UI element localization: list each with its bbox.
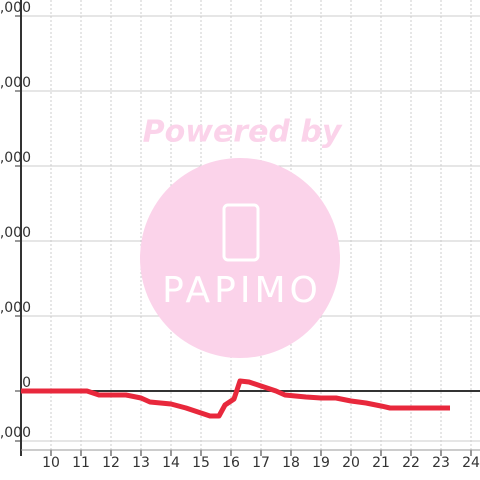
y-tick-label: 60,000 [0, 225, 31, 241]
x-tick-label: 22 [402, 455, 420, 471]
y-tick-label: 30,000 [0, 300, 31, 316]
x-tick-label: 23 [432, 455, 450, 471]
watermark: Powered by PAPIMO [140, 115, 343, 358]
watermark-logo: PAPIMO [162, 270, 322, 311]
y-tick-label: 90,000 [0, 150, 31, 166]
x-tick-label: 18 [282, 455, 300, 471]
watermark-text: Powered by [143, 115, 343, 150]
line-series [21, 378, 450, 419]
y-tick-label: -20,000 [0, 425, 31, 441]
x-tick-label: 11 [72, 455, 90, 471]
x-tick-label: 21 [372, 455, 390, 471]
y-tick-label: 120,000 [0, 75, 31, 91]
x-tick-label: 20 [342, 455, 360, 471]
x-tick-label: 12 [102, 455, 120, 471]
x-tick-label: 24 [462, 455, 480, 471]
y-tick-label: 0 [22, 375, 31, 391]
x-tick-label: 14 [162, 455, 180, 471]
y-tick-label: 150,000 [0, 0, 31, 16]
x-tick-label: 15 [192, 455, 210, 471]
x-tick-label: 10 [42, 455, 60, 471]
watermark-circle [140, 158, 340, 358]
x-tick-label: 19 [312, 455, 330, 471]
x-tick-label: 16 [222, 455, 240, 471]
x-tick-label: 17 [252, 455, 270, 471]
watermark-phone [222, 203, 260, 262]
x-tick-label: 13 [132, 455, 150, 471]
